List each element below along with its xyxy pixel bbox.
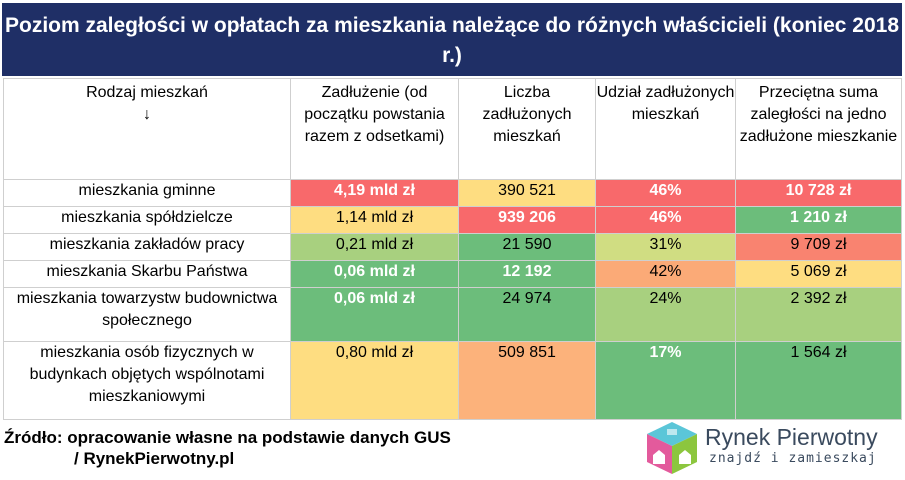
debt-cell: 0,21 mld zł xyxy=(290,233,459,261)
count-cell: 12 192 xyxy=(458,260,596,288)
share-cell: 17% xyxy=(595,341,736,420)
row-name: mieszkania spółdzielcze xyxy=(3,206,291,234)
header-average: Przeciętna suma zaległości na jedno zadł… xyxy=(735,78,902,180)
header-count: Liczba zadłużonych mieszkań xyxy=(458,78,596,180)
table-row: mieszkania spółdzielcze 1,14 mld zł 939 … xyxy=(3,206,902,234)
table-header-row: Rodzaj mieszkań ↓ Zadłużenie (od początk… xyxy=(3,78,902,180)
count-cell: 939 206 xyxy=(458,206,596,234)
row-name: mieszkania gminne xyxy=(3,179,291,207)
source-note: Źródło: opracowanie własne na podstawie … xyxy=(4,427,451,469)
brand-tagline: znajdź i zamieszkaj xyxy=(709,451,877,466)
count-cell: 509 851 xyxy=(458,341,596,420)
debt-cell: 4,19 mld zł xyxy=(290,179,459,207)
debt-cell: 0,06 mld zł xyxy=(290,287,459,342)
down-arrow-icon: ↓ xyxy=(143,106,151,123)
header-share: Udział zadłużonych mieszkań xyxy=(595,78,736,180)
row-name: mieszkania osób fizycznych w budynkach o… xyxy=(3,341,291,420)
brand-name: Rynek Pierwotny xyxy=(705,424,878,450)
average-cell: 1 564 zł xyxy=(735,341,902,420)
debt-cell: 0,06 mld zł xyxy=(290,260,459,288)
average-cell: 10 728 zł xyxy=(735,179,902,207)
average-cell: 1 210 zł xyxy=(735,206,902,234)
share-cell: 46% xyxy=(595,179,736,207)
table-title: Poziom zaległości w opłatach za mieszkan… xyxy=(1,2,903,77)
table-row: mieszkania osób fizycznych w budynkach o… xyxy=(3,341,902,420)
table-row: mieszkania Skarbu Państwa 0,06 mld zł 12… xyxy=(3,260,902,288)
row-name: mieszkania zakładów pracy xyxy=(3,233,291,261)
count-cell: 21 590 xyxy=(458,233,596,261)
table-row: mieszkania towarzystw budownictwa społec… xyxy=(3,287,902,342)
row-name: mieszkania Skarbu Państwa xyxy=(3,260,291,288)
brand-logo: Rynek Pierwotny znajdź i zamieszkaj xyxy=(641,419,903,477)
house-cube-logo-icon xyxy=(647,422,697,474)
debt-cell: 0,80 mld zł xyxy=(290,341,459,420)
debt-cell: 1,14 mld zł xyxy=(290,206,459,234)
source-line-2: / RynekPierwotny.pl xyxy=(74,449,235,468)
count-cell: 24 974 xyxy=(458,287,596,342)
count-cell: 390 521 xyxy=(458,179,596,207)
share-cell: 31% xyxy=(595,233,736,261)
table-row: mieszkania zakładów pracy 0,21 mld zł 21… xyxy=(3,233,902,261)
average-cell: 2 392 zł xyxy=(735,287,902,342)
share-cell: 24% xyxy=(595,287,736,342)
average-cell: 5 069 zł xyxy=(735,260,902,288)
arrears-table: Rodzaj mieszkań ↓ Zadłużenie (od początk… xyxy=(3,78,902,420)
source-line-1: Źródło: opracowanie własne na podstawie … xyxy=(4,428,451,447)
average-cell: 9 709 zł xyxy=(735,233,902,261)
header-housing-type: Rodzaj mieszkań ↓ xyxy=(3,78,291,180)
row-name: mieszkania towarzystw budownictwa społec… xyxy=(3,287,291,342)
header-debt: Zadłużenie (od początku powstania razem … xyxy=(290,78,459,180)
share-cell: 42% xyxy=(595,260,736,288)
table-row: mieszkania gminne 4,19 mld zł 390 521 46… xyxy=(3,179,902,207)
share-cell: 46% xyxy=(595,206,736,234)
